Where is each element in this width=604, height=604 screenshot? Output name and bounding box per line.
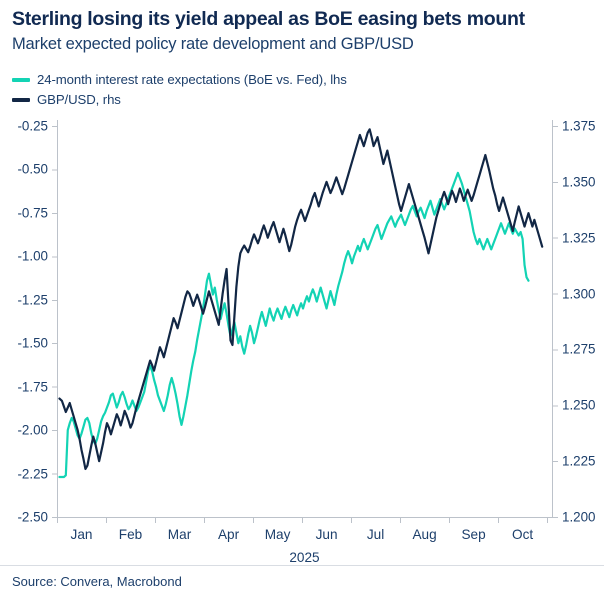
legend-swatch-navy-icon xyxy=(12,97,30,102)
y-axis-left-tick-label: -0.75 xyxy=(17,205,48,221)
legend-label-interest-rate-expectations: 24-month interest rate expectations (BoE… xyxy=(37,72,347,87)
x-axis-tick-label: Jan xyxy=(70,527,93,542)
series-paths xyxy=(58,128,544,479)
y-axis-right-tick-label: 1.325 xyxy=(562,230,596,246)
x-axis-tick-label: Aug xyxy=(412,527,437,542)
x-axis-tick-label: Jun xyxy=(315,527,338,542)
x-axis-tick-label: Jul xyxy=(366,527,385,542)
y-axis-right-tick-label: 1.250 xyxy=(562,397,596,413)
axis-lines xyxy=(57,120,553,518)
x-axis-tick-label: Apr xyxy=(217,527,240,542)
y-axis-left-tick-label: -1.25 xyxy=(17,292,48,308)
series-line xyxy=(58,128,544,471)
footer-divider xyxy=(0,565,604,566)
page-subtitle: Market expected policy rate development … xyxy=(12,35,414,53)
y-axis-right-tick-label: 1.200 xyxy=(562,509,596,525)
source-note: Source: Convera, Macrobond xyxy=(12,574,182,589)
legend-item-gbpusd: GBP/USD, rhs xyxy=(12,92,121,107)
y-axis-left-tick-label: -2.25 xyxy=(17,466,48,482)
y-axis-left-tick-label: -1.00 xyxy=(17,248,48,264)
y-axis-right-tick-label: 1.375 xyxy=(562,118,596,134)
legend-swatch-teal-icon xyxy=(12,77,30,82)
y-axis-left-tick-label: -0.50 xyxy=(17,161,48,177)
legend-label-gbpusd: GBP/USD, rhs xyxy=(37,92,121,107)
y-axis-right-tick-label: 1.300 xyxy=(562,286,596,302)
y-axis-right-tick-label: 1.350 xyxy=(562,174,596,190)
y-axis-left-tick-label: -0.25 xyxy=(17,118,48,134)
y-axis-right-tick-label: 1.275 xyxy=(562,341,596,357)
x-axis-title: 2025 xyxy=(289,550,320,565)
y-axis-left-tick-label: -2.00 xyxy=(17,422,48,438)
series-line xyxy=(58,171,530,479)
y-axis-left-tick-label: -1.50 xyxy=(17,335,48,351)
x-axis-tick-label: Feb xyxy=(118,527,143,542)
legend-item-interest-rate-expectations: 24-month interest rate expectations (BoE… xyxy=(12,72,347,87)
page-title: Sterling losing its yield appeal as BoE … xyxy=(12,8,525,30)
x-axis-tick-label: Mar xyxy=(167,527,192,542)
y-axis-right-tick-label: 1.225 xyxy=(562,453,596,469)
y-axis-left-tick-label: -2.50 xyxy=(17,509,48,525)
y-axis-left-tick-label: -1.75 xyxy=(17,379,48,395)
x-axis-tick-label: May xyxy=(264,527,291,542)
x-axis-tick-label: Sep xyxy=(461,527,486,542)
tick-marks xyxy=(52,126,558,523)
x-axis-tick-label: Oct xyxy=(512,527,534,542)
